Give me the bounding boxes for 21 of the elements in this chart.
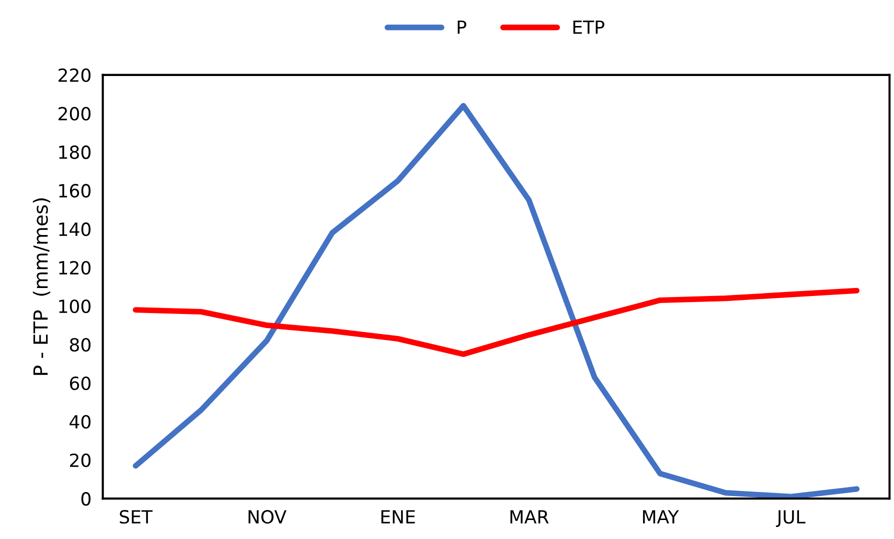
legend-label: ETP <box>573 20 604 34</box>
y-tick-label: 20 <box>70 454 90 468</box>
y-axis-title: P - ETP (mm/mes) <box>32 198 50 375</box>
x-tick-label: MAR <box>510 510 549 524</box>
y-tick-label: 220 <box>58 68 90 82</box>
y-tick-label: 80 <box>70 338 90 352</box>
y-tick-label: 180 <box>59 145 90 160</box>
y-tick-label: 60 <box>70 376 90 390</box>
y-tick-label: 200 <box>58 106 90 121</box>
x-tick-label: JUL <box>776 510 806 528</box>
y-tick-label: 100 <box>59 299 90 314</box>
x-tick-label: NOV <box>248 510 286 524</box>
legend-label: P <box>458 20 466 34</box>
y-tick-label: 0 <box>81 492 90 506</box>
x-tick-label: SET <box>120 510 153 524</box>
x-tick-label: MAY <box>643 510 679 524</box>
x-tick-label: ENE <box>381 510 415 524</box>
y-tick-label: 40 <box>70 415 90 429</box>
y-tick-label: 120 <box>59 260 90 275</box>
y-tick-label: 160 <box>59 184 90 198</box>
y-tick-label: 140 <box>59 222 90 236</box>
